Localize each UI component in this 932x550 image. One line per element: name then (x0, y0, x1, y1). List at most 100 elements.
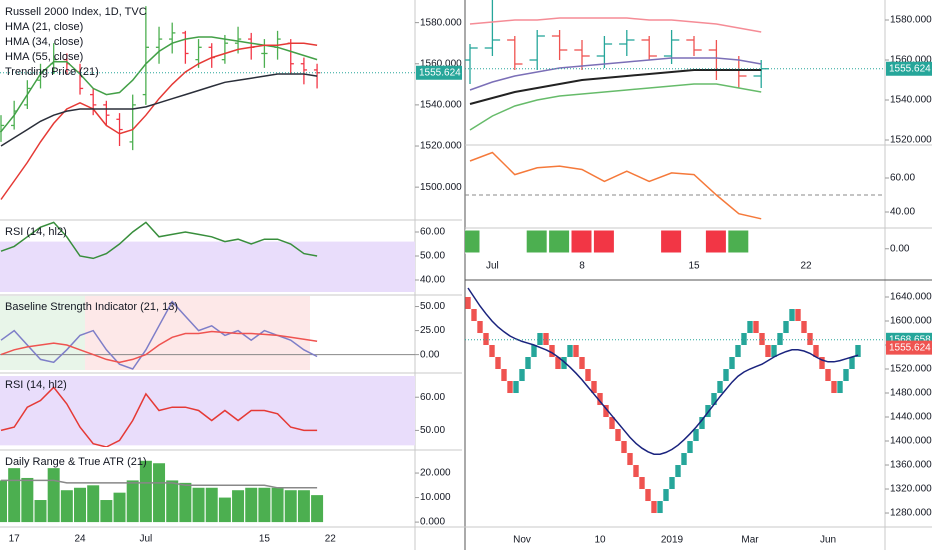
line-series (469, 17, 762, 33)
signal-box (548, 229, 571, 254)
bar (74, 487, 87, 523)
renko-brick (477, 321, 483, 334)
line-series (467, 287, 859, 455)
renko-brick (747, 321, 753, 334)
pane (465, 287, 861, 514)
x-tick-label: 10 (594, 535, 606, 546)
renko-brick (789, 309, 795, 322)
x-tick-label: Mar (741, 535, 759, 546)
band (0, 375, 415, 446)
y-tick-label: 1580.000 (420, 17, 462, 28)
x-tick-label: Jul (139, 534, 152, 545)
legend-entry: HMA (55, close) (5, 51, 83, 63)
price-box (886, 61, 932, 76)
bar (21, 477, 34, 523)
y-tick-label: 60.00 (890, 173, 915, 184)
bar (232, 490, 245, 523)
renko-brick (519, 369, 525, 382)
y-tick-label: 50.00 (420, 425, 445, 436)
x-tick-label: 17 (9, 534, 21, 545)
x-tick-label: Nov (513, 535, 531, 546)
renko-brick (621, 441, 627, 454)
bar (139, 460, 152, 523)
legend-entry: HMA (21, close) (5, 21, 83, 33)
pane (465, 151, 885, 220)
line-series (469, 83, 762, 131)
renko-brick (495, 357, 501, 370)
price-label: 1568.658 (889, 334, 931, 345)
pane-title: Russell 2000 Index, 1D, TVC (5, 6, 147, 18)
renko-brick (759, 333, 765, 346)
y-tick-label: 0.00 (420, 349, 440, 360)
line-series (469, 151, 762, 220)
pane (0, 375, 415, 447)
renko-brick (555, 357, 561, 370)
renko-brick (627, 453, 633, 466)
signal-box (704, 229, 727, 254)
renko-brick (573, 345, 579, 358)
line-series (1, 479, 318, 489)
renko-brick (561, 357, 567, 370)
y-tick-label: 1280.000 (890, 508, 932, 519)
bar (245, 487, 258, 523)
renko-brick (693, 429, 699, 442)
renko-brick (651, 501, 657, 514)
renko-brick (783, 321, 789, 334)
renko-brick (843, 369, 849, 382)
renko-brick (549, 345, 555, 358)
renko-brick (687, 441, 693, 454)
pane-title: RSI (14, hl2) (5, 226, 67, 238)
y-tick-label: 50.00 (420, 301, 445, 312)
renko-brick (543, 333, 549, 346)
y-tick-label: 10.000 (420, 492, 451, 503)
renko-brick (753, 321, 759, 334)
signal-box (727, 229, 750, 254)
renko-brick (609, 417, 615, 430)
renko-brick (717, 381, 723, 394)
y-tick-label: 40.00 (420, 275, 445, 286)
bar (34, 500, 47, 523)
x-tick-label: 22 (325, 534, 337, 545)
renko-brick (819, 357, 825, 370)
renko-brick (807, 333, 813, 346)
pane (0, 6, 321, 200)
renko-brick (489, 345, 495, 358)
renko-brick (777, 333, 783, 346)
bar (284, 490, 297, 523)
signal-box (465, 229, 481, 254)
renko-brick (585, 369, 591, 382)
renko-brick (669, 477, 675, 490)
x-tick-label: 24 (74, 534, 86, 545)
line-series (0, 330, 318, 364)
bar (271, 487, 284, 523)
bar (113, 492, 126, 523)
renko-brick (591, 381, 597, 394)
bar (218, 497, 231, 523)
line-series (0, 73, 318, 147)
x-tick-label: Jun (820, 535, 836, 546)
renko-brick (831, 381, 837, 394)
renko-brick (813, 345, 819, 358)
x-tick-label: 15 (688, 261, 700, 272)
y-tick-label: 50.00 (420, 251, 445, 262)
band (0, 241, 415, 292)
renko-brick (567, 345, 573, 358)
renko-brick (855, 345, 861, 358)
renko-brick (513, 381, 519, 394)
y-tick-label: 1600.000 (890, 316, 932, 327)
renko-brick (729, 357, 735, 370)
bar (126, 480, 139, 523)
y-tick-label: 20.000 (420, 468, 451, 479)
pane (0, 300, 415, 370)
renko-brick (849, 357, 855, 370)
bar (0, 480, 7, 523)
y-tick-label: 1520.000 (890, 135, 932, 146)
y-tick-label: 1580.000 (890, 15, 932, 26)
signal-box (592, 229, 615, 254)
renko-brick (639, 477, 645, 490)
renko-brick (681, 453, 687, 466)
bar (166, 480, 179, 523)
renko-brick (771, 345, 777, 358)
x-tick-label: 2019 (661, 535, 684, 546)
